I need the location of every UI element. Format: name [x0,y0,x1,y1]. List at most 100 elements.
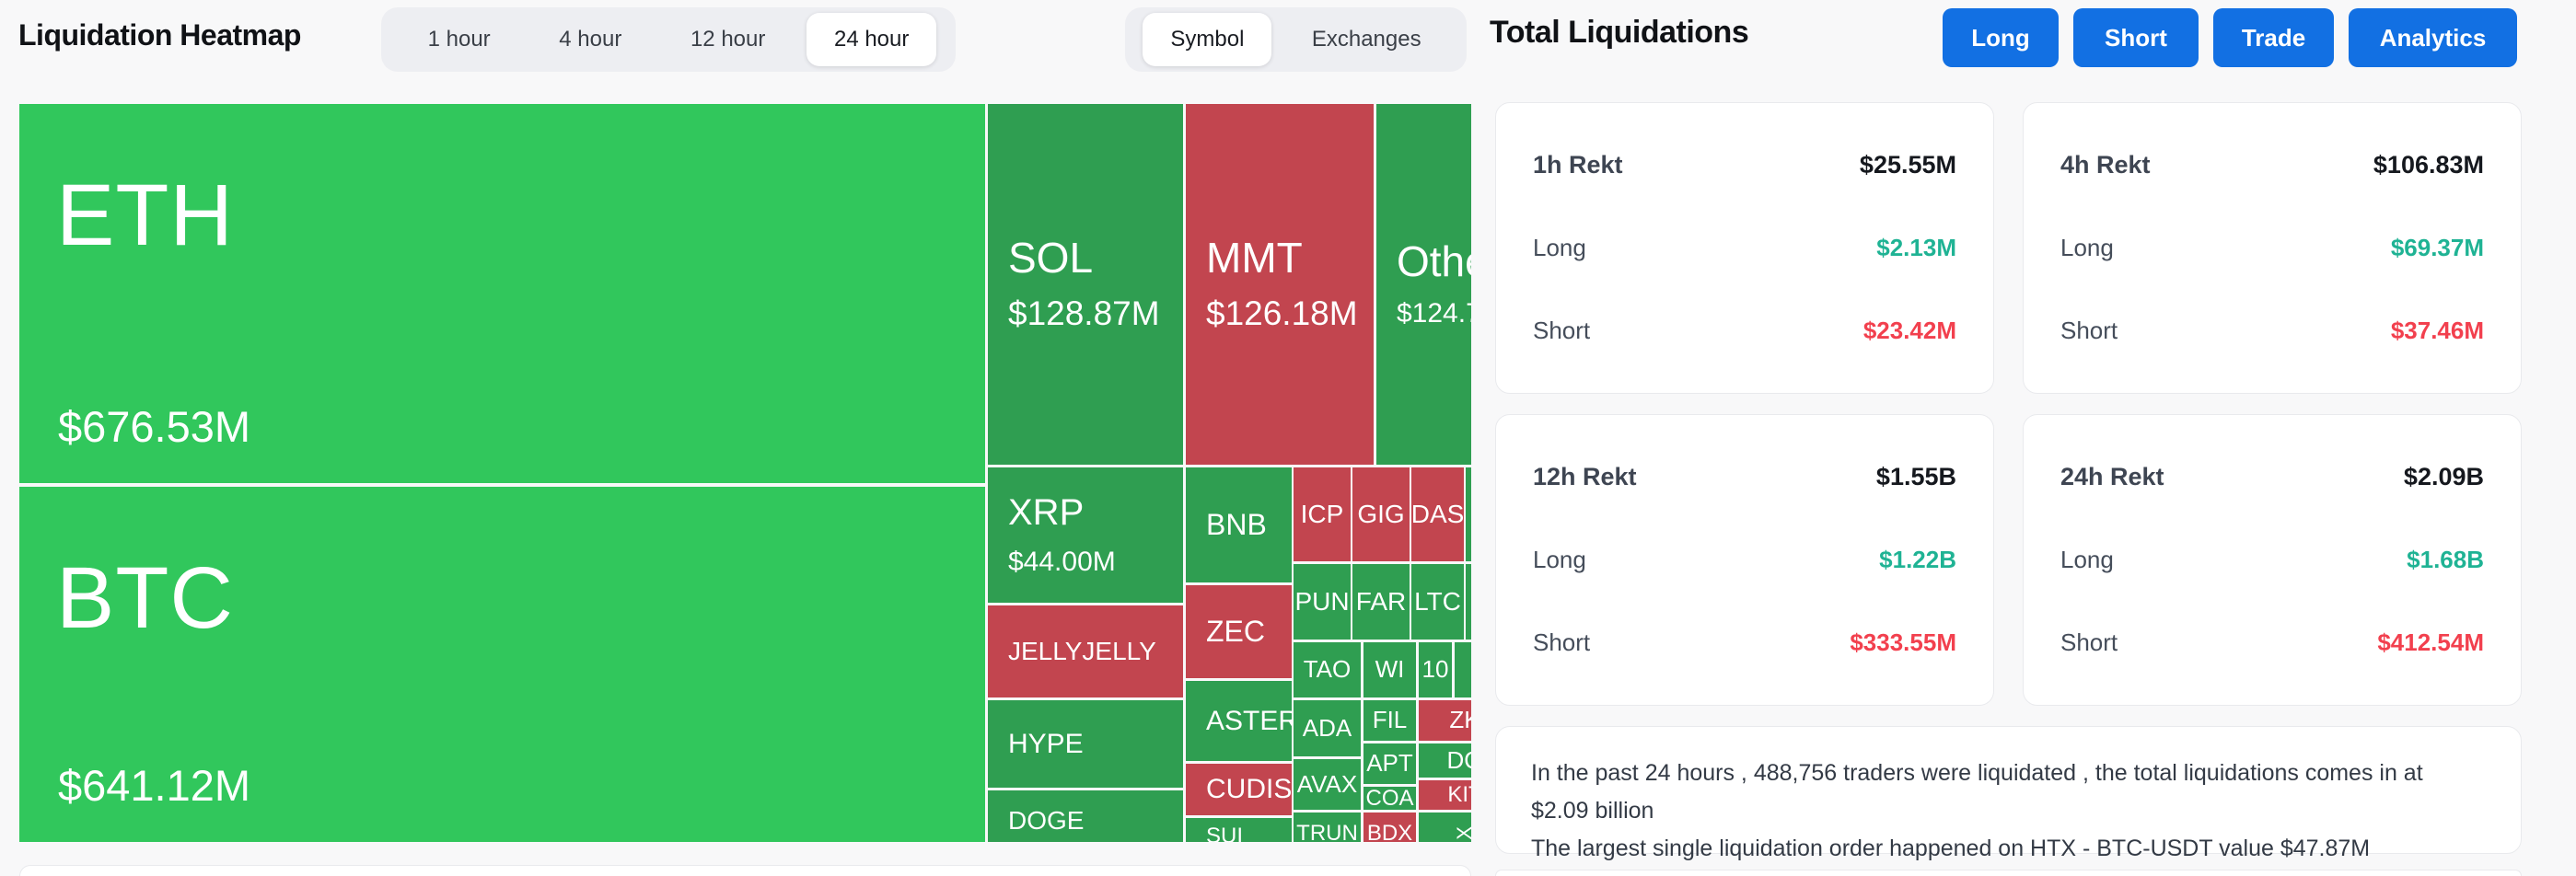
treemap-cell-value: $641.12M [58,761,251,810]
treemap-cell-symbol: FIL [1372,706,1408,734]
treemap-cell-symbol: ICP [1300,500,1344,529]
treemap-cell-symbol: BNB [1206,507,1267,541]
treemap-cell-tao[interactable]: TAO [1294,642,1361,697]
treemap-cell-symbol: BDX [1366,820,1413,842]
stat-card-1h: 1h Rekt $25.55M Long $2.13M Short $23.42… [1495,102,1994,394]
treemap-cell-jellyjelly[interactable]: JELLYJELLY [988,605,1183,697]
treemap-cell-do[interactable]: DO [1419,743,1471,778]
treemap-cell-symbol: SUI [1206,824,1244,842]
treemap-cell-hype[interactable]: HYPE [988,700,1183,788]
treemap-cell-value: $44.00M [1008,546,1116,577]
treemap-cell-cudis[interactable]: CUDIS [1186,764,1292,815]
treemap-cell-das[interactable]: DAS [1411,467,1464,561]
time-range-1h[interactable]: 1 hour [427,27,491,52]
treemap-cell[interactable] [1466,564,1471,640]
summary-line-1: In the past 24 hours , 488,756 traders w… [1531,760,2423,824]
treemap-cell-avax[interactable]: AVAX [1294,759,1361,810]
total-liquidations-title: Total Liquidations [1490,15,1749,50]
long-label: Long [1533,546,1586,573]
long-label: Long [1533,234,1586,261]
stat-short-row: Short $37.46M [2060,317,2484,345]
treemap-cell-symbol: GIG [1357,500,1405,529]
treemap-cell-zk[interactable]: ZK [1419,700,1471,741]
short-button[interactable]: Short [2073,8,2199,67]
treemap-cell-value: $126.18M [1206,294,1358,333]
page-title: Liquidation Heatmap [18,18,301,52]
treemap-cell-coa[interactable]: COA [1363,787,1416,810]
treemap-cell-symbol: ETH [56,167,234,264]
next-card-left-edge [19,865,1471,876]
treemap-cell-zec[interactable]: ZEC [1186,585,1292,678]
stat-header-row: 4h Rekt $106.83M [2060,151,2484,179]
summary-line-2: The largest single liquidation order hap… [1531,836,2371,861]
short-value: $23.42M [1862,317,1956,344]
treemap-cell-x[interactable]: X [1419,813,1471,842]
stat-card-24h: 24h Rekt $2.09B Long $1.68B Short $412.5… [2023,414,2522,706]
treemap-cell-aster[interactable]: ASTER [1186,681,1292,761]
treemap-cell-symbol: AVAX [1296,769,1358,798]
view-toggle-exchanges[interactable]: Exchanges [1311,27,1421,52]
stat-long-row: Long $2.13M [1533,234,1956,262]
treemap-cell-others[interactable]: Others $124.70M [1376,104,1471,465]
treemap-cell-symbol: WI [1375,655,1405,684]
long-label: Long [2060,546,2114,573]
stat-period: 4h Rekt [2060,151,2151,179]
long-value: $69.37M [2390,234,2484,261]
treemap-cell[interactable] [1455,642,1471,697]
treemap-cell-apt[interactable]: APT [1363,743,1416,784]
time-range-12h[interactable]: 12 hour [690,27,766,52]
treemap-cell-symbol: ZK [1449,706,1471,734]
stat-long-row: Long $69.37M [2060,234,2484,262]
treemap-cell-wi[interactable]: WI [1363,642,1416,697]
time-range-24h[interactable]: 24 hour [806,13,937,66]
treemap-cell-symbol: XRP [1008,491,1085,533]
short-label: Short [1533,317,1591,344]
treemap: ETH $676.53M BTC $641.12M SOL $128.87M MMT $126… [19,104,1471,842]
treemap-cell-pun[interactable]: PUN [1294,564,1351,640]
treemap-cell-ltc[interactable]: LTC [1411,564,1464,640]
short-value: $37.46M [2390,317,2484,344]
treemap-cell-eth[interactable]: ETH $676.53M [19,104,985,483]
short-label: Short [1533,628,1591,656]
treemap-cell-10[interactable]: 10 [1419,642,1452,697]
stat-short-row: Short $23.42M [1533,317,1956,345]
treemap-cell-bdx[interactable]: BDX [1363,813,1416,842]
stat-card-12h: 12h Rekt $1.55B Long $1.22B Short $333.5… [1495,414,1994,706]
treemap-cell-kit[interactable]: KIT [1419,780,1471,810]
treemap-cell-value: $128.87M [1008,294,1160,333]
treemap-cell-symbol: PUN [1294,587,1350,617]
treemap-cell-far[interactable]: FAR [1352,564,1410,640]
treemap-cell-symbol: X [1453,826,1471,840]
short-label: Short [2060,628,2118,656]
treemap-cell-trun[interactable]: TRUN [1294,813,1361,842]
short-value: $412.54M [2377,628,2484,656]
treemap-cell-doge[interactable]: DOGE [988,790,1183,842]
treemap-cell-symbol: FAR [1355,587,1407,617]
treemap-cell-xrp[interactable]: XRP $44.00M [988,467,1183,603]
treemap-cell[interactable] [1466,467,1471,561]
treemap-cell-symbol: LTC [1414,587,1461,617]
treemap-cell-fil[interactable]: FIL [1363,700,1416,741]
trade-button[interactable]: Trade [2213,8,2334,67]
stat-total: $2.09B [2403,463,2484,490]
treemap-cell-gig[interactable]: GIG [1352,467,1410,561]
stat-long-row: Long $1.22B [1533,546,1956,574]
treemap-cell-sui[interactable]: SUI [1186,818,1292,842]
long-button[interactable]: Long [1943,8,2059,67]
treemap-cell-bnb[interactable]: BNB [1186,467,1292,582]
short-label: Short [2060,317,2118,344]
treemap-cell-btc[interactable]: BTC $641.12M [19,487,985,842]
time-range-4h[interactable]: 4 hour [559,27,622,52]
stat-header-row: 1h Rekt $25.55M [1533,151,1956,179]
stat-short-row: Short $412.54M [2060,628,2484,657]
treemap-cell-symbol: DO [1446,745,1472,774]
view-toggle-symbol[interactable]: Symbol [1143,13,1272,66]
treemap-cell-ada[interactable]: ADA [1294,700,1361,756]
treemap-cell-value: $124.70M [1397,298,1471,329]
treemap-cell-symbol: Others [1397,236,1471,285]
treemap-cell-mmt[interactable]: MMT $126.18M [1186,104,1374,465]
analytics-button[interactable]: Analytics [2349,8,2517,67]
treemap-cell-sol[interactable]: SOL $128.87M [988,104,1183,465]
treemap-cell-symbol: 10 [1421,655,1449,684]
treemap-cell-icp[interactable]: ICP [1294,467,1351,561]
